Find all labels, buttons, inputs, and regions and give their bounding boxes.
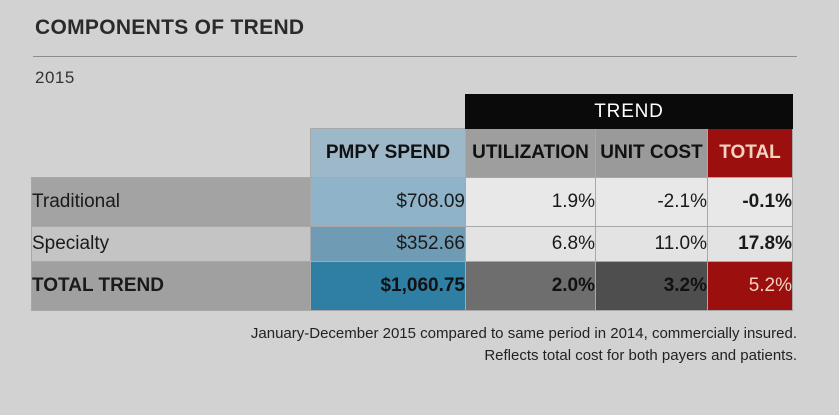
cell-utilization: 6.8% <box>465 226 596 262</box>
year-label: 2015 <box>35 68 75 87</box>
cell-unit-cost: 11.0% <box>595 226 708 262</box>
row-label: TOTAL TREND <box>31 261 311 311</box>
cell-utilization: 2.0% <box>465 261 596 311</box>
blank-cell <box>32 129 311 178</box>
cell-total: 17.8% <box>707 226 793 262</box>
cell-pmpy-spend: $352.66 <box>310 226 466 262</box>
cell-utilization: 1.9% <box>465 177 596 227</box>
table-row-traditional: Traditional $708.09 1.9% -2.1% -0.1% <box>31 177 793 227</box>
column-header-utilization: UTILIZATION <box>465 128 596 178</box>
footnote-line: Reflects total cost for both payers and … <box>484 347 797 364</box>
table-row-total-trend: TOTAL TREND $1,060.75 2.0% 3.2% 5.2% <box>31 261 793 311</box>
cell-unit-cost: 3.2% <box>595 261 708 311</box>
trend-table: TREND PMPY SPEND UTILIZATION UNIT COST T… <box>31 94 793 311</box>
column-header-pmpy-spend: PMPY SPEND <box>310 128 466 178</box>
column-header-total: TOTAL <box>707 128 793 178</box>
cell-pmpy-spend: $708.09 <box>310 177 466 227</box>
row-label: Specialty <box>31 226 311 262</box>
title-divider <box>33 56 797 57</box>
chart-title: COMPONENTS OF TREND <box>35 16 305 39</box>
cell-pmpy-spend: $1,060.75 <box>310 261 466 311</box>
cell-unit-cost: -2.1% <box>595 177 708 227</box>
group-header-row: TREND <box>32 94 793 129</box>
footnote-line: January-December 2015 compared to same p… <box>250 325 797 342</box>
row-label: Traditional <box>31 177 311 227</box>
trend-group-header: TREND <box>465 94 793 129</box>
cell-total: -0.1% <box>707 177 793 227</box>
footnote: January-December 2015 compared to same p… <box>251 323 797 367</box>
blank-cell <box>32 95 466 129</box>
column-header-unit-cost: UNIT COST <box>595 128 708 178</box>
column-header-row: PMPY SPEND UTILIZATION UNIT COST TOTAL <box>32 128 793 178</box>
table-row-specialty: Specialty $352.66 6.8% 11.0% 17.8% <box>31 226 793 262</box>
cell-total: 5.2% <box>707 261 793 311</box>
